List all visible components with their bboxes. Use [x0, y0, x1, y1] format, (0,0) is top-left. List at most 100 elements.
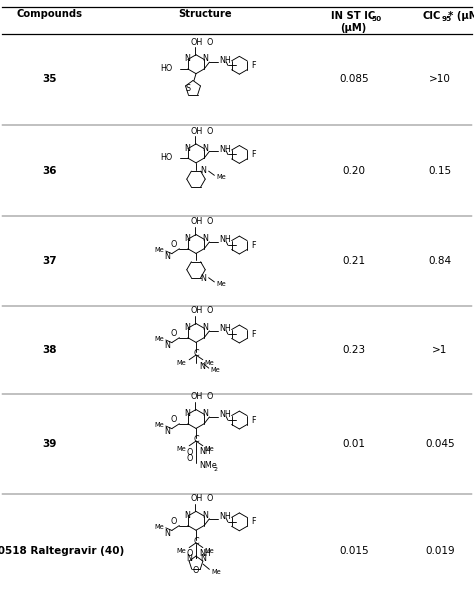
Text: Me: Me — [176, 446, 186, 452]
Text: NH: NH — [219, 55, 231, 64]
Text: O: O — [170, 329, 176, 338]
Text: O: O — [170, 240, 176, 249]
Text: Me: Me — [205, 548, 215, 554]
Text: Me: Me — [205, 360, 215, 366]
Text: OH: OH — [191, 127, 203, 136]
Text: NH: NH — [199, 550, 211, 558]
Text: N: N — [184, 234, 190, 243]
Text: N: N — [164, 529, 170, 538]
Text: OH: OH — [191, 38, 203, 46]
Text: Me: Me — [154, 247, 164, 253]
Text: * (μM): * (μM) — [448, 11, 474, 21]
Text: N: N — [186, 554, 192, 563]
Text: Me: Me — [205, 446, 215, 452]
Text: O: O — [170, 415, 176, 424]
Text: 0.015: 0.015 — [339, 547, 369, 557]
Text: Me: Me — [217, 281, 226, 287]
Text: N: N — [202, 234, 208, 243]
Text: O: O — [206, 494, 213, 503]
Text: O: O — [186, 448, 193, 457]
Text: Structure: Structure — [178, 9, 232, 19]
Text: 2: 2 — [214, 467, 218, 473]
Text: N: N — [184, 54, 190, 64]
Text: F: F — [251, 330, 256, 339]
Text: 0.019: 0.019 — [425, 547, 455, 557]
Text: Me: Me — [176, 360, 186, 366]
Text: F: F — [251, 517, 256, 526]
Text: N: N — [164, 252, 170, 261]
Text: 35: 35 — [43, 74, 57, 85]
Text: O: O — [186, 550, 193, 558]
Text: 38: 38 — [43, 345, 57, 355]
Text: Compounds: Compounds — [17, 9, 83, 19]
Text: O: O — [206, 306, 213, 315]
Text: N: N — [202, 511, 208, 520]
Text: 37: 37 — [43, 256, 57, 266]
Text: N: N — [201, 274, 207, 283]
Text: N: N — [202, 323, 208, 332]
Text: N: N — [184, 409, 190, 418]
Text: 0.84: 0.84 — [428, 256, 452, 266]
Text: N: N — [164, 427, 170, 436]
Text: 0.15: 0.15 — [428, 166, 452, 175]
Text: C: C — [193, 435, 199, 444]
Text: NH: NH — [219, 512, 231, 521]
Text: NMe: NMe — [199, 461, 217, 470]
Text: OH: OH — [191, 393, 203, 402]
Text: IN ST IC: IN ST IC — [331, 11, 375, 21]
Text: OH: OH — [191, 306, 203, 315]
Text: NH: NH — [219, 411, 231, 420]
Text: NH: NH — [219, 324, 231, 333]
Text: C: C — [193, 349, 199, 358]
Text: NH: NH — [199, 448, 211, 457]
Text: Me: Me — [154, 422, 164, 428]
Text: CIC: CIC — [423, 11, 441, 21]
Text: OH: OH — [191, 494, 203, 503]
Text: HO: HO — [161, 64, 173, 73]
Text: 36: 36 — [43, 166, 57, 175]
Text: O: O — [170, 517, 176, 526]
Text: O: O — [206, 218, 213, 226]
Text: 50: 50 — [371, 16, 381, 22]
Text: N: N — [199, 362, 205, 371]
Text: N: N — [184, 323, 190, 332]
Text: N: N — [184, 511, 190, 520]
Text: S: S — [186, 85, 191, 94]
Text: 95: 95 — [442, 16, 452, 22]
Text: O: O — [206, 38, 213, 46]
Text: 0.21: 0.21 — [342, 256, 365, 266]
Text: >1: >1 — [432, 345, 447, 355]
Text: N: N — [200, 554, 206, 563]
Text: >10: >10 — [429, 74, 451, 85]
Text: OH: OH — [191, 218, 203, 226]
Text: Me: Me — [176, 548, 186, 554]
Text: NH: NH — [219, 145, 231, 154]
Text: (μM): (μM) — [340, 23, 366, 33]
Text: MK-0518 Raltegravir (40): MK-0518 Raltegravir (40) — [0, 547, 124, 557]
Text: O: O — [206, 393, 213, 402]
Text: 0.01: 0.01 — [343, 439, 365, 449]
Text: N: N — [201, 166, 207, 175]
Text: HO: HO — [161, 153, 173, 162]
Text: Me: Me — [217, 174, 226, 181]
Text: 0.045: 0.045 — [425, 439, 455, 449]
Text: F: F — [251, 150, 256, 159]
Text: C: C — [193, 537, 199, 546]
Text: F: F — [251, 61, 256, 70]
Text: 0.23: 0.23 — [342, 345, 365, 355]
Text: Me: Me — [154, 336, 164, 342]
Text: Me: Me — [211, 367, 220, 373]
Text: Me: Me — [154, 524, 164, 530]
Text: O: O — [206, 127, 213, 136]
Text: N: N — [202, 54, 208, 64]
Text: N: N — [164, 341, 170, 350]
Text: N: N — [184, 144, 190, 153]
Text: 0.085: 0.085 — [339, 74, 369, 85]
Text: N: N — [202, 409, 208, 418]
Text: F: F — [251, 415, 256, 424]
Text: Me: Me — [211, 569, 221, 575]
Text: N: N — [202, 144, 208, 153]
Text: O: O — [193, 566, 199, 575]
Text: 39: 39 — [43, 439, 57, 449]
Text: F: F — [251, 241, 256, 250]
